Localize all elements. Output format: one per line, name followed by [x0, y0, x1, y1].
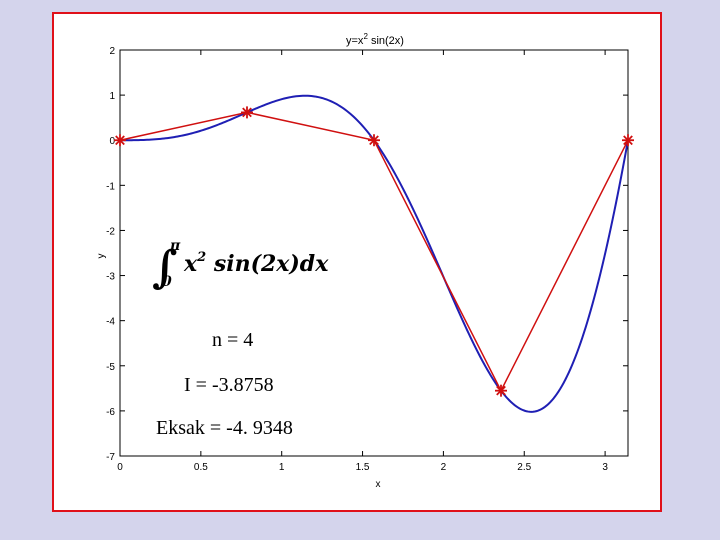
y-tick-label: -6: [106, 407, 115, 418]
y-tick-label: 0: [109, 136, 115, 147]
x-tick-label: 1: [279, 462, 285, 473]
chart-svg: y=x2 sin(2x) 0 0.5 1 1.5 2 2.5 3 2 1 0 -1 -2 -3 -4 -5 -…: [96, 32, 634, 490]
y-tick-label: -7: [106, 452, 115, 463]
x-tick-label: 0: [117, 462, 123, 473]
x-tick-label: 2: [441, 462, 447, 473]
x-tick-label: 0.5: [194, 462, 208, 473]
chart-frame: y=x2 sin(2x) 0 0.5 1 1.5 2 2.5 3 2 1 0 -1 -2 -3 -4 -5 -…: [52, 12, 662, 512]
chart-title: y=x2 sin(2x): [346, 32, 404, 47]
x-tick-label: 2.5: [517, 462, 531, 473]
y-tick-label: -5: [106, 362, 115, 373]
trapezoid-point-marker: [241, 106, 253, 119]
trapezoid-point-marker: [368, 134, 380, 147]
y-tick-label: -3: [106, 272, 115, 283]
y-axis-label: y: [96, 254, 107, 259]
integral-sign: ∫: [152, 242, 177, 293]
x-axis-label: x: [376, 479, 381, 490]
y-tick-label: -2: [106, 226, 115, 237]
y-tick-label: -4: [106, 317, 115, 328]
integral-formula: ∫ π 0 x2 sin(2x)dx: [152, 238, 329, 293]
integral-upper-limit: π: [169, 238, 181, 254]
series-layer: [114, 94, 634, 413]
trapezoid-point-marker: [495, 384, 507, 397]
trapezoid-point-marker: [622, 134, 634, 147]
axis-ticks: 0 0.5 1 1.5 2 2.5 3 2 1 0 -1 -2 -3 -4 -5 -6 -7: [106, 46, 628, 473]
plot-area: [119, 49, 629, 457]
y-tick-label: -1: [106, 181, 115, 192]
y-tick-label: 1: [109, 91, 115, 102]
y-tick-label: 2: [109, 46, 115, 57]
integral-lower-limit: 0: [162, 274, 172, 290]
annotation-n: n = 4: [212, 329, 253, 351]
x-tick-label: 1.5: [356, 462, 370, 473]
trapezoid-point-marker: [114, 134, 126, 147]
integrand: x2 sin(2x)dx: [183, 250, 329, 277]
annotation-approx-integral: I = -3.8758: [184, 374, 274, 396]
annotation-exact-value: Eksak = -4. 9348: [156, 417, 293, 439]
x-tick-label: 3: [602, 462, 608, 473]
